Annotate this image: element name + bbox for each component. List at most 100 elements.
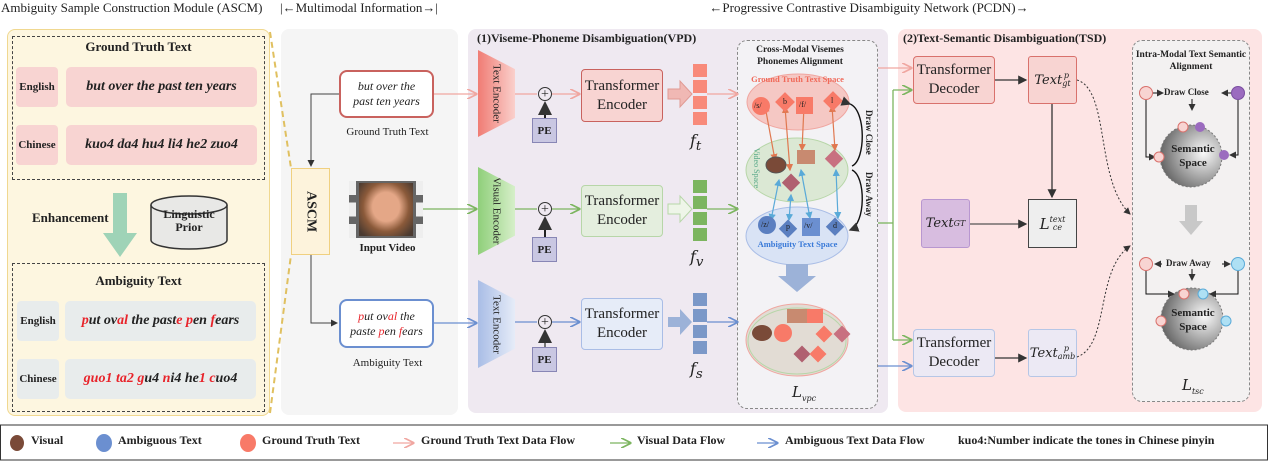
draw-away-label: Draw Away [864, 172, 874, 217]
lang-label: English [17, 301, 59, 341]
token: d [833, 221, 837, 230]
legend-visual-icon [10, 435, 24, 451]
changed-char: f [398, 323, 403, 338]
token: b [783, 97, 787, 106]
feature-ft [693, 64, 707, 128]
draw-close-label: Draw Close [864, 110, 874, 155]
viseme-icon [824, 149, 844, 168]
changed-char: g [137, 371, 145, 386]
token: l [831, 96, 834, 105]
legend-amb-icon [96, 434, 112, 452]
text-segment: u4 [144, 371, 163, 386]
changed-char: n [162, 371, 171, 386]
semantic-space-label: Semantic Space [1171, 307, 1215, 333]
amb-space-label: Ambiguity Text Space [757, 239, 838, 249]
text-gt-pred: Text p gt [1028, 56, 1077, 104]
ascm-block: ASCM [291, 168, 330, 255]
imtsa-title: Intra-Modal Text Semantic Alignment [1135, 50, 1247, 72]
loss-vpc: Lvpc [792, 383, 817, 403]
zoom-line [269, 31, 292, 414]
add-icon: + [538, 87, 552, 101]
video-space [745, 137, 849, 203]
changed-char: p [185, 313, 193, 328]
gt-space-label: Ground Truth Text Space [751, 74, 844, 84]
cmvpa-title: Cross-Modal Visemes Phonemes Alignment [756, 45, 844, 67]
text-segment: i4 he [170, 371, 199, 386]
encoder-label: Text Encoder [490, 64, 503, 123]
encoder-label: Visual Encoder [490, 177, 503, 245]
text-segment: ears [215, 313, 240, 328]
feature-fs [693, 293, 707, 357]
database-icon [150, 195, 228, 250]
gt-input-label: Ground Truth Text [346, 126, 429, 138]
input-video-thumbnail [349, 181, 423, 238]
loss-tsc: Ltsc [1182, 376, 1204, 396]
token: p [786, 222, 790, 231]
encoder-label: Text Encoder [490, 294, 503, 354]
changed-char: p [358, 308, 365, 323]
add-icon: + [538, 315, 552, 329]
changed-char: f [210, 313, 216, 328]
amb-input-label: Ambiguity Text [352, 357, 423, 369]
token: /s/ [754, 101, 762, 110]
amb-token-z [758, 216, 776, 234]
amb-text-space [745, 206, 849, 266]
legend-visual: Visual [31, 433, 64, 447]
token: /f/ [799, 100, 807, 109]
fs-label: fs [690, 359, 703, 383]
video-label: Input Video [359, 242, 416, 254]
lang-label: English [16, 67, 58, 107]
pe-block: PE [532, 347, 557, 372]
connector [307, 93, 339, 167]
changed-char: 2 [126, 371, 134, 386]
text-segment: en [384, 323, 399, 338]
video-space-label: Video Space [752, 148, 761, 189]
pe-block: PE [532, 118, 557, 143]
changed-char: guo [83, 371, 106, 386]
token: /z/ [761, 220, 769, 229]
enhancement-label: Enhancement [32, 210, 109, 225]
token: /v/ [804, 221, 813, 230]
changed-char: 1 [105, 371, 113, 386]
changed-char: t [115, 371, 120, 386]
semantic-space-label: Semantic Space [1171, 143, 1215, 169]
connector [310, 255, 338, 327]
ft-label: ft [690, 131, 702, 155]
changed-char: al [387, 308, 398, 323]
transformer-encoder-gt: Transformer Encoder [581, 69, 663, 122]
legend-gt-flow: Ground Truth Text Data Flow [421, 433, 576, 447]
segmented-text: guo1 ta2 gu4 ni4 he1 cuo4 [84, 371, 238, 387]
viseme-icon [765, 156, 787, 174]
flow-arrow [667, 79, 693, 109]
legend-ambiguous: Ambiguous Text [118, 433, 202, 447]
draw-away-label: Draw Away [1166, 258, 1211, 268]
amb-text-box [12, 263, 265, 412]
segmented-text: put oval the paste pen fears [82, 313, 240, 329]
text-segment: en [192, 313, 211, 328]
lang-label: Chinese [16, 125, 58, 165]
changed-char: 1 [198, 371, 206, 386]
changed-char: p [81, 313, 89, 328]
amb-chinese-text: guo1 ta2 gu4 ni4 he1 cuo4 [65, 359, 256, 399]
amb-english-text: put oval the paste pen fears [65, 301, 256, 341]
transformer-decoder-amb: Transformer Decoder [913, 329, 995, 377]
legend-note: kuo4:Number indicate the tones in Chines… [958, 433, 1215, 447]
gt-title: Ground Truth Text [85, 39, 192, 54]
feature-fv [693, 180, 707, 244]
amb-token-v [802, 218, 820, 236]
gt-token-f [796, 97, 813, 114]
flow-arrow [668, 309, 692, 335]
text-segment: ears [402, 323, 423, 338]
flow-arrow [667, 194, 693, 224]
vpd-title: (1)Viseme-Phoneme Disambiguation(VPD) [477, 31, 697, 45]
gt-token-s [752, 97, 770, 115]
changed-char: al [117, 313, 129, 328]
gt-text-box [12, 36, 265, 180]
face-image [359, 183, 413, 236]
text-segment: ut ov [364, 308, 388, 323]
multimodal-header: |←Multimodal Information→| [280, 0, 438, 15]
enhancement-arrow [103, 193, 137, 257]
viseme-icon [781, 173, 801, 192]
